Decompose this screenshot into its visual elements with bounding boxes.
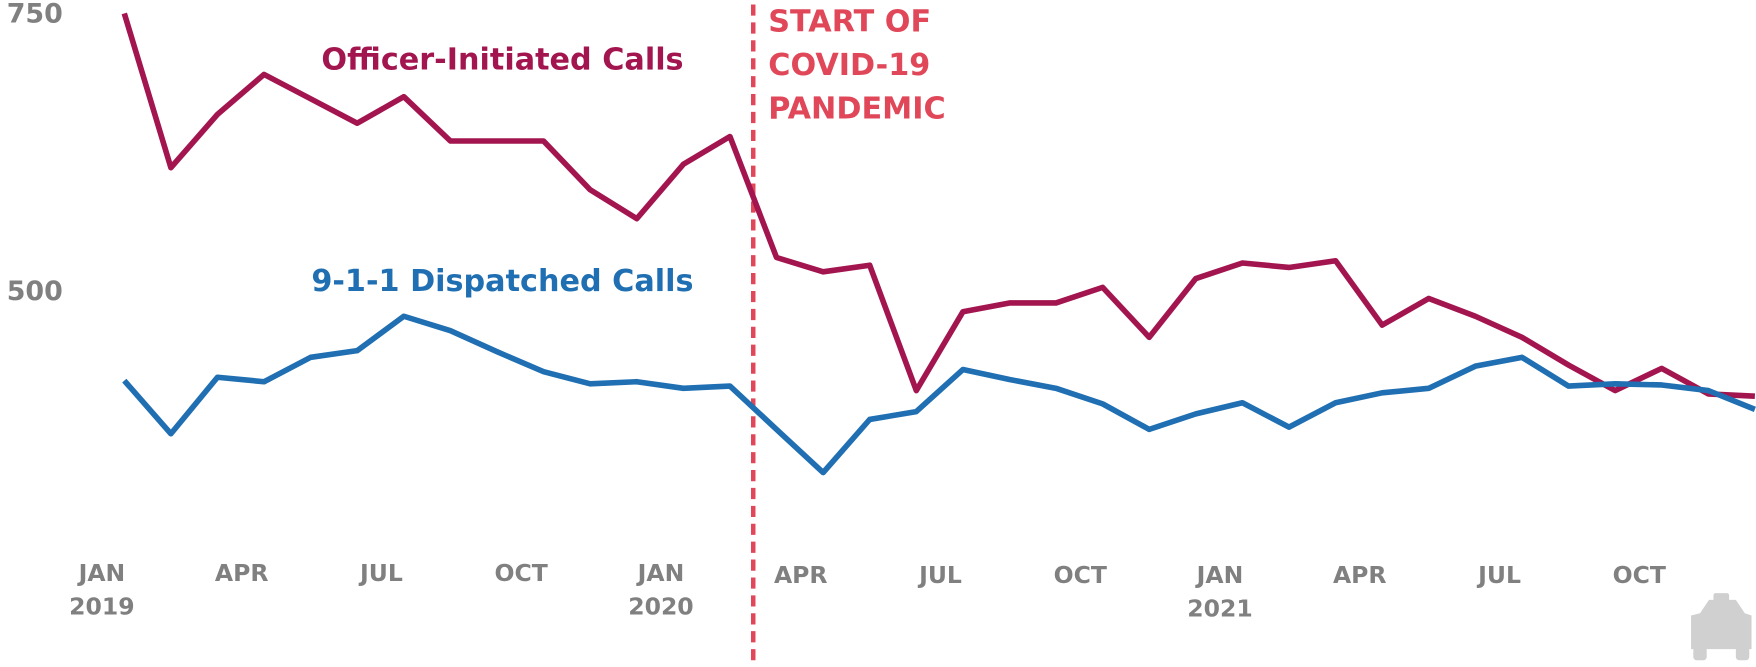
x-tick-label: OCT bbox=[494, 559, 548, 587]
x-tick-label: JAN 2020 bbox=[628, 559, 694, 620]
x-tick-label: APR bbox=[773, 561, 828, 589]
y-tick-label: 500 bbox=[6, 275, 63, 307]
x-tick-label: JUL bbox=[360, 559, 403, 587]
annotation-line: PANDEMIC bbox=[768, 91, 946, 127]
series-line bbox=[122, 313, 1756, 476]
series-label: Officer-Initiated Calls bbox=[321, 42, 684, 78]
x-tick-label: JUL bbox=[919, 561, 962, 589]
annotation-line: COVID-19 bbox=[768, 48, 931, 83]
annotation: START OF COVID-19 PANDEMIC bbox=[768, 0, 945, 131]
series-label: 9-1-1 Dispatched Calls bbox=[311, 264, 694, 299]
x-tick-label: JAN 2021 bbox=[1187, 561, 1253, 623]
taxi-icon bbox=[1691, 593, 1752, 661]
y-tick-label: 750 bbox=[6, 0, 63, 30]
x-tick-label: APR bbox=[214, 559, 269, 587]
series-line bbox=[121, 12, 1756, 399]
x-tick-label: JAN 2019 bbox=[69, 559, 135, 620]
x-tick-label: JUL bbox=[1478, 561, 1521, 589]
x-tick-label: OCT bbox=[1053, 561, 1107, 589]
annotation-line: START OF bbox=[768, 4, 932, 40]
x-tick-label: OCT bbox=[1612, 561, 1666, 589]
x-tick-label: APR bbox=[1332, 561, 1387, 589]
